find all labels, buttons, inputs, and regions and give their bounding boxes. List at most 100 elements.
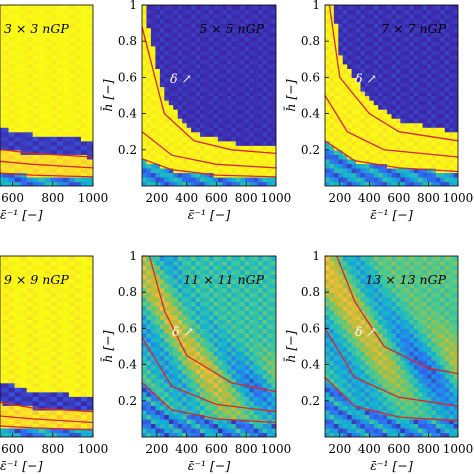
heatmap-cell xyxy=(159,118,165,124)
heatmap-cell xyxy=(325,127,331,133)
heatmap-cell xyxy=(2,427,10,434)
heatmap-cell xyxy=(244,18,250,24)
heatmap-cell xyxy=(182,163,188,169)
heatmap-cell xyxy=(26,278,34,284)
heatmap-cell xyxy=(338,167,344,174)
heatmap-cell xyxy=(80,172,88,178)
heatmap-cell xyxy=(20,122,28,128)
heatmap-cell xyxy=(400,18,406,24)
heatmap-cell xyxy=(356,68,362,74)
heatmap-cell xyxy=(182,176,188,183)
heatmap-cell xyxy=(80,387,88,393)
heatmap-cell xyxy=(2,122,10,128)
heatmap-cell xyxy=(8,113,16,119)
heatmap-cell xyxy=(74,131,82,137)
heatmap-cell xyxy=(217,72,223,78)
heatmap-cell xyxy=(32,5,40,11)
heatmap-cell xyxy=(68,113,76,119)
heatmap-cell xyxy=(267,9,273,15)
heatmap-cell xyxy=(74,296,82,302)
heatmap-cell xyxy=(68,131,76,137)
heatmap-cell xyxy=(191,23,197,29)
heatmap-cell xyxy=(142,158,148,164)
panel-title: 9 × 9 nGP xyxy=(4,272,69,287)
heatmap-cell xyxy=(146,296,152,302)
heatmap-cell xyxy=(142,423,148,429)
heatmap-cell xyxy=(342,14,348,20)
heatmap-cell xyxy=(80,373,88,379)
heatmap-cell xyxy=(213,181,219,186)
heatmap-cell xyxy=(20,59,28,65)
heatmap-cell xyxy=(159,86,165,92)
heatmap-cell xyxy=(400,23,406,29)
heatmap-cell xyxy=(44,86,52,92)
heatmap-cell xyxy=(226,68,232,74)
heatmap-cell xyxy=(80,77,88,83)
heatmap-cell xyxy=(14,113,22,119)
heatmap-cell xyxy=(8,77,16,83)
heatmap-cell xyxy=(86,167,93,174)
heatmap-cell xyxy=(360,145,366,151)
heatmap-cell xyxy=(258,104,264,110)
heatmap-cell xyxy=(435,59,441,65)
heatmap-cell xyxy=(0,405,4,411)
heatmap-cell xyxy=(426,9,432,15)
heatmap-cell xyxy=(387,122,393,128)
heatmap-cell xyxy=(186,27,192,33)
heatmap-cell xyxy=(62,18,70,24)
heatmap-cell xyxy=(182,54,188,60)
heatmap-cell xyxy=(369,167,375,174)
heatmap-cell xyxy=(360,140,366,146)
heatmap-cell xyxy=(373,140,379,146)
heatmap-cell xyxy=(444,140,450,146)
heatmap-cell xyxy=(86,310,93,316)
heatmap-cell xyxy=(369,14,375,20)
heatmap-cell xyxy=(258,154,264,160)
heatmap-cell xyxy=(14,283,22,289)
heatmap-cell xyxy=(62,9,70,15)
heatmap-cell xyxy=(195,95,201,101)
heatmap-cell xyxy=(8,145,16,151)
heatmap-cell xyxy=(168,136,174,142)
heatmap-cell xyxy=(74,86,82,92)
heatmap-cell xyxy=(271,104,276,110)
heatmap-cell xyxy=(182,172,188,178)
heatmap-cell xyxy=(360,72,366,78)
heatmap-cell xyxy=(444,77,450,83)
heatmap-cell xyxy=(360,32,366,38)
heatmap-cell xyxy=(422,68,428,74)
heatmap-cell xyxy=(413,14,419,20)
heatmap-cell xyxy=(186,23,192,29)
heatmap-cell xyxy=(155,140,161,146)
heatmap-cell xyxy=(262,104,268,110)
heatmap-cell xyxy=(191,41,197,47)
heatmap-cell xyxy=(449,100,455,106)
heatmap-cell xyxy=(32,41,40,47)
heatmap-cell xyxy=(195,23,201,29)
heatmap-cell xyxy=(195,90,201,97)
heatmap-cell xyxy=(62,41,70,47)
heatmap-cell xyxy=(44,136,52,142)
heatmap-cell xyxy=(200,18,206,24)
heatmap-cell xyxy=(360,181,366,186)
heatmap-cell xyxy=(209,176,215,183)
heatmap-cell xyxy=(213,14,219,20)
heatmap-cell xyxy=(413,95,419,101)
heatmap-cell xyxy=(150,149,156,155)
heatmap-cell xyxy=(50,172,58,178)
heatmap-cell xyxy=(62,296,70,302)
heatmap-cell xyxy=(146,269,152,275)
heatmap-cell xyxy=(382,127,388,133)
heatmap-cell xyxy=(164,23,170,29)
heatmap-cell xyxy=(20,90,28,97)
heatmap-cell xyxy=(80,323,88,330)
heatmap-cell xyxy=(378,81,384,88)
heatmap-cell xyxy=(435,27,441,33)
heatmap-cell xyxy=(38,305,46,311)
heatmap-cell xyxy=(426,81,432,88)
heatmap-cell xyxy=(44,323,52,330)
heatmap-cell xyxy=(191,149,197,155)
heatmap-cell xyxy=(231,100,237,106)
heatmap-cell xyxy=(378,100,384,106)
heatmap-cell xyxy=(191,154,197,160)
